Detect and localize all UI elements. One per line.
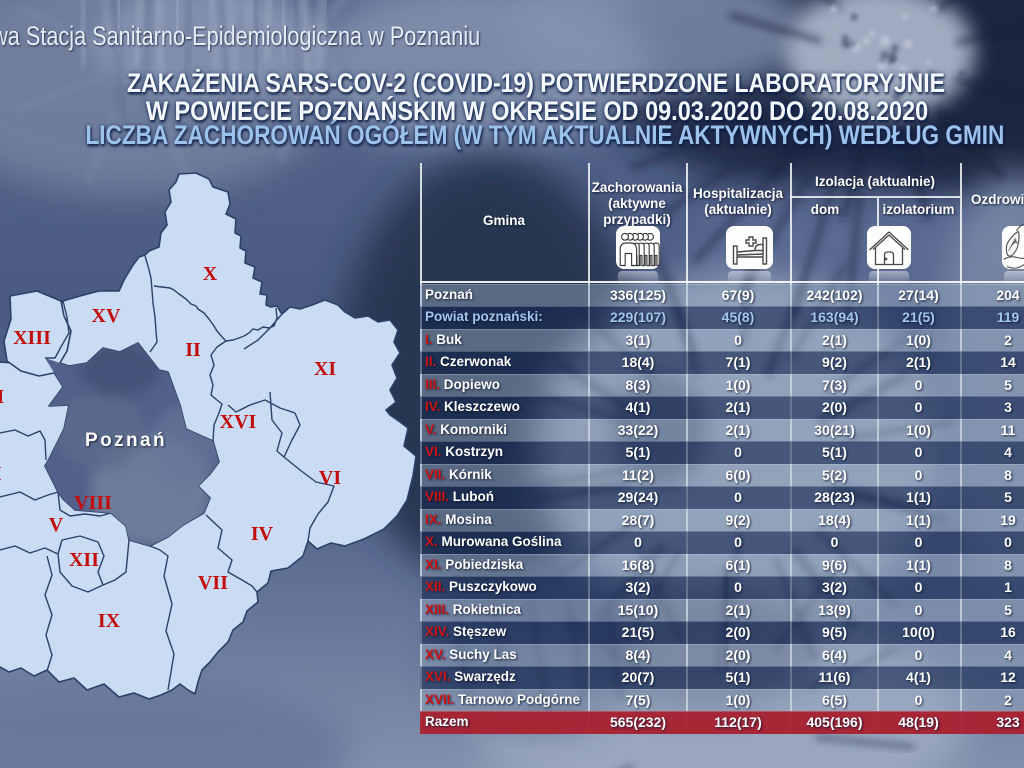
svg-text:IX: IX [98, 610, 121, 632]
svg-text:XI: XI [314, 358, 336, 380]
svg-text:V: V [49, 514, 64, 536]
svg-text:XVI: XVI [220, 411, 257, 433]
svg-text:Poznań: Poznań [85, 430, 167, 451]
svg-text:VIII: VIII [74, 492, 112, 514]
svg-text:IV: IV [251, 523, 274, 545]
svg-text:III: III [0, 463, 2, 485]
svg-text:XII: XII [69, 549, 99, 571]
svg-text:VII: VII [198, 572, 228, 594]
svg-text:XVII: XVII [0, 386, 4, 408]
svg-text:X: X [203, 263, 218, 285]
svg-text:XV: XV [92, 305, 121, 327]
svg-text:XIII: XIII [13, 327, 51, 349]
svg-text:II: II [185, 339, 201, 361]
svg-text:VI: VI [319, 467, 341, 489]
